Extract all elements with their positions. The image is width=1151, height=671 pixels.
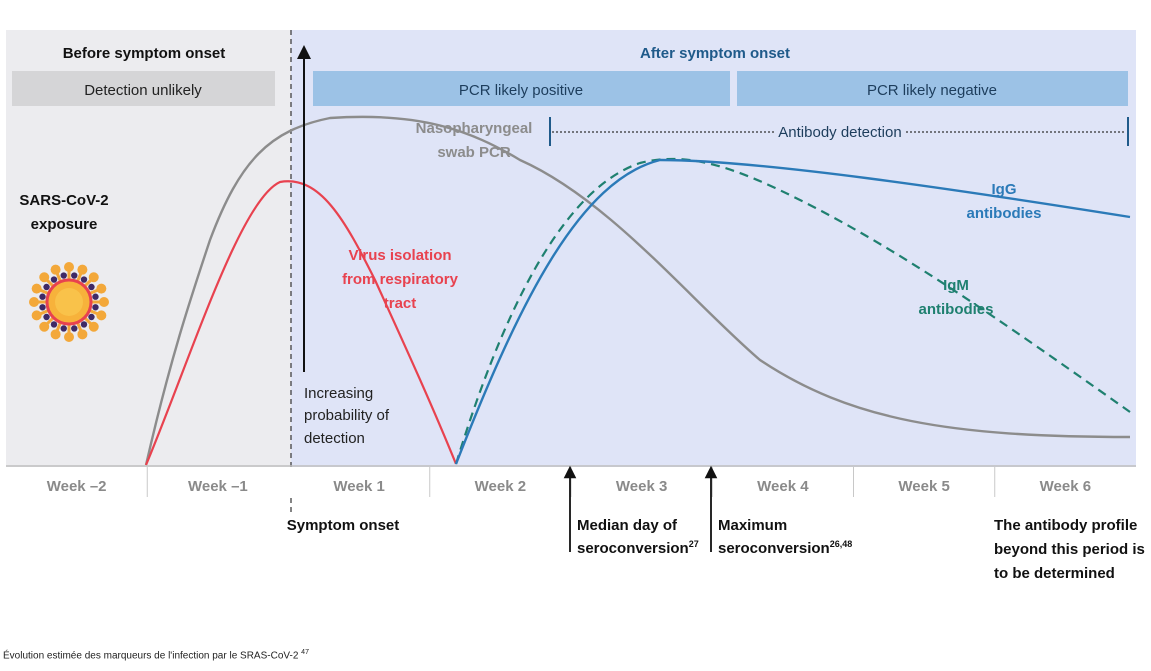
- virus-membrane-dot: [71, 272, 78, 279]
- week-label: Week –2: [47, 478, 107, 495]
- virus-membrane-dot: [88, 313, 95, 321]
- virus-membrane-dot: [43, 283, 50, 291]
- pcr-negative-banner: [737, 71, 1128, 106]
- virus-membrane-dot: [60, 272, 67, 279]
- week-label: Week 2: [475, 478, 526, 495]
- median-seroconversion-ref: 27: [689, 539, 699, 549]
- virus-spike-tip: [64, 262, 74, 272]
- virus-membrane-dot: [60, 325, 67, 332]
- week-axis: Week –2 Week –1 Week 1 Week 2 Week 3 Week 4 We…: [6, 465, 1136, 498]
- virus-isolation-curve: [144, 180, 458, 466]
- virus-spike-tip: [50, 329, 61, 340]
- virus-membrane-dot: [39, 304, 46, 311]
- week-label: Week –1: [188, 478, 248, 495]
- virus-core: [55, 288, 83, 316]
- median-seroconversion-line2: seroconversion27: [577, 539, 699, 557]
- virus-membrane-dot: [80, 276, 88, 283]
- virus-membrane-dot: [80, 321, 88, 328]
- pcr-negative-label: PCR likely negative: [867, 82, 997, 99]
- virus-membrane-dot: [92, 293, 99, 300]
- week-label: Week 1: [333, 478, 384, 495]
- virus-spike-tip: [99, 297, 109, 307]
- virus-spike-tip: [31, 310, 42, 321]
- maximum-seroconversion-line2: seroconversion26,48: [718, 539, 852, 557]
- after-onset-title: After symptom onset: [640, 45, 790, 62]
- virus-spike-tip: [88, 321, 99, 332]
- figure-caption-text: Évolution estimée des marqueurs de l'inf…: [3, 650, 302, 662]
- virus-membrane-dot: [92, 304, 99, 311]
- maximum-seroconversion-line1: Maximum: [718, 517, 787, 534]
- virus-spike-tip: [31, 283, 42, 294]
- virus-membrane-dot: [50, 321, 58, 328]
- exposure-label-line2: exposure: [31, 216, 98, 233]
- virus-spike-tip: [88, 272, 99, 283]
- detection-unlikely-label: Detection unlikely: [84, 82, 202, 99]
- igm-label-line2: antibodies: [918, 301, 993, 318]
- virus-isolation-label-line2: from respiratory: [342, 271, 459, 288]
- virus-spike-tip: [39, 321, 50, 332]
- virus-membrane-dot: [39, 293, 46, 300]
- pcr-curve-label-line1: Nasopharyngeal: [416, 120, 533, 137]
- virus-spike-tip: [96, 310, 107, 321]
- maximum-seroconversion-ref: 26,48: [830, 539, 853, 549]
- probability-label-line1: Increasing: [304, 385, 373, 402]
- virus-membrane-dot: [43, 313, 50, 321]
- pcr-positive-banner: [313, 71, 730, 106]
- virus-spike-tip: [29, 297, 39, 307]
- pcr-curve-label-line2: swab PCR: [437, 144, 511, 161]
- detection-unlikely-banner: [12, 71, 275, 106]
- week-label: Week 3: [616, 478, 667, 495]
- probability-label-line2: probability of: [304, 407, 390, 424]
- virus-isolation-label-line3: tract: [384, 295, 417, 312]
- pcr-curve: [144, 115, 1131, 466]
- probability-label-line3: detection: [304, 430, 365, 447]
- virus-spike-tip: [77, 329, 88, 340]
- week-label: Week 5: [898, 478, 949, 495]
- median-seroconversion-text: seroconversion: [577, 540, 689, 557]
- virus-membrane-dot: [88, 283, 95, 291]
- exposure-label-line1: SARS-CoV-2: [19, 192, 108, 209]
- figure-caption: Évolution estimée des marqueurs de l'inf…: [3, 649, 309, 661]
- virus-spike-tip: [64, 332, 74, 342]
- virus-spike-tip: [96, 283, 107, 294]
- antibody-profile-line2: beyond this period is: [994, 541, 1145, 558]
- pcr-positive-label: PCR likely positive: [459, 82, 583, 99]
- before-onset-title: Before symptom onset: [63, 45, 226, 62]
- median-seroconversion-line1: Median day of: [577, 517, 678, 534]
- virus-spike-tip: [39, 272, 50, 283]
- symptom-onset-label: Symptom onset: [287, 517, 400, 534]
- virus-isolation-label-line1: Virus isolation: [348, 247, 451, 264]
- igg-label-line1: IgG: [992, 181, 1017, 198]
- virus-spike-tip: [77, 264, 88, 275]
- igm-label-line1: IgM: [943, 277, 969, 294]
- figure-caption-ref: 47: [301, 649, 309, 656]
- antibody-profile-line3: to be determined: [994, 565, 1115, 582]
- antibody-profile-line1: The antibody profile: [994, 517, 1137, 534]
- igg-curve: [454, 158, 1131, 465]
- igg-label-line2: antibodies: [966, 205, 1041, 222]
- virus-icon: [29, 262, 109, 342]
- week-label: Week 6: [1040, 478, 1091, 495]
- virus-membrane-dot: [50, 276, 58, 283]
- week-label: Week 4: [757, 478, 809, 495]
- virus-spike-tip: [50, 264, 61, 275]
- igm-curve: [454, 157, 1131, 465]
- maximum-seroconversion-text: seroconversion: [718, 540, 830, 557]
- antibody-detection-label: Antibody detection: [778, 124, 901, 141]
- virus-membrane-dot: [71, 325, 78, 332]
